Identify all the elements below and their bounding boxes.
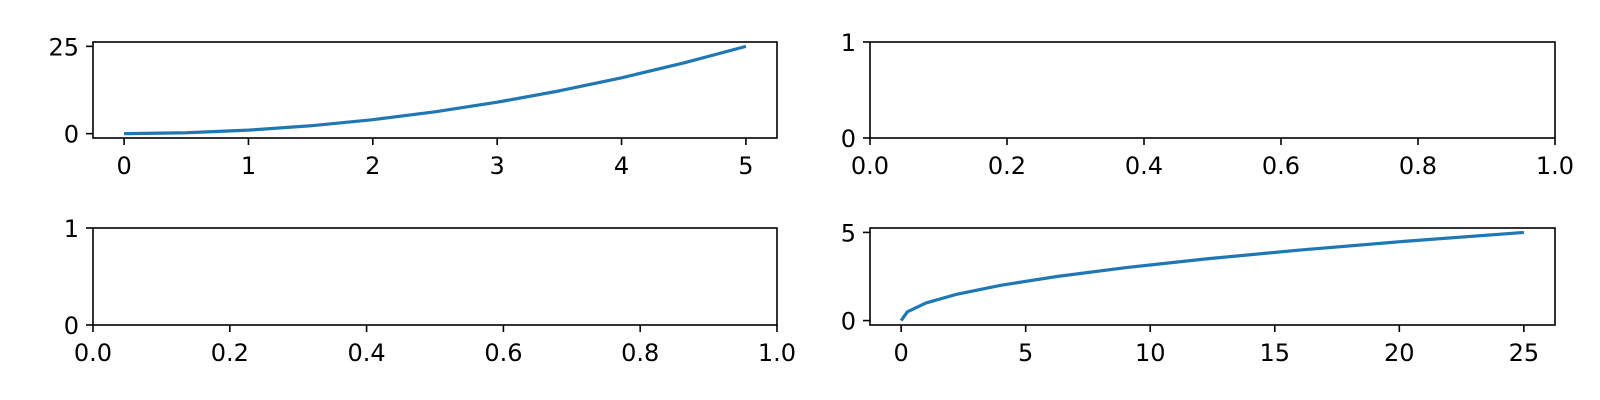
x-tick-label: 2 [365,152,380,180]
x-tick-label: 0.6 [484,339,522,367]
x-tick-label: 5 [738,152,753,180]
x-tick-label: 1.0 [758,339,796,367]
x-tick-label: 0.4 [1125,152,1163,180]
subplot-3: 0.0 0.2 0.4 0.6 0.8 1.0 0 1 [64,215,796,367]
x-tick-label: 0 [116,152,131,180]
y-tick-label: 0 [841,125,856,153]
y-tick-label: 25 [48,33,79,61]
x-tick-label: 0.8 [621,339,659,367]
x-tick-label: 0.4 [348,339,386,367]
x-tick-label: 4 [614,152,629,180]
axes-frame [92,41,778,139]
x-tick-label: 10 [1135,339,1166,367]
x-tick-label: 0.8 [1399,152,1437,180]
x-tick-label: 20 [1384,339,1415,367]
x-tick-label: 1 [241,152,256,180]
x-tick-label: 25 [1509,339,1540,367]
x-tick-label: 0.0 [851,152,889,180]
y-tick-label: 5 [841,219,856,247]
series-line-1 [899,230,1524,322]
x-tick-label: 0.2 [988,152,1026,180]
x-tick-label: 0.2 [211,339,249,367]
axes-frame [869,227,1556,326]
y-tick-label: 0 [841,308,856,336]
x-tick-label: 15 [1259,339,1290,367]
x-tick-label: 0 [893,339,908,367]
axes-frame [92,227,778,326]
subplot-2: 0.0 0.2 0.4 0.6 0.8 1.0 0 1 [841,29,1574,180]
x-tick-label: 1.0 [1536,152,1574,180]
subplot-1: 0 1 2 3 4 5 0 25 [48,33,778,180]
y-tick-label: 0 [64,121,79,149]
x-tick-label: 5 [1018,339,1033,367]
x-tick-label: 3 [490,152,505,180]
axes-frame [869,41,1556,139]
x-tick-label: 0.6 [1262,152,1300,180]
y-tick-label: 1 [64,215,79,243]
x-tick-label: 0.0 [74,339,112,367]
series-line-1 [124,44,747,136]
y-tick-label: 0 [64,312,79,340]
subplot-4: 0 5 10 15 20 25 0 5 [841,219,1556,367]
y-tick-label: 1 [841,29,856,57]
